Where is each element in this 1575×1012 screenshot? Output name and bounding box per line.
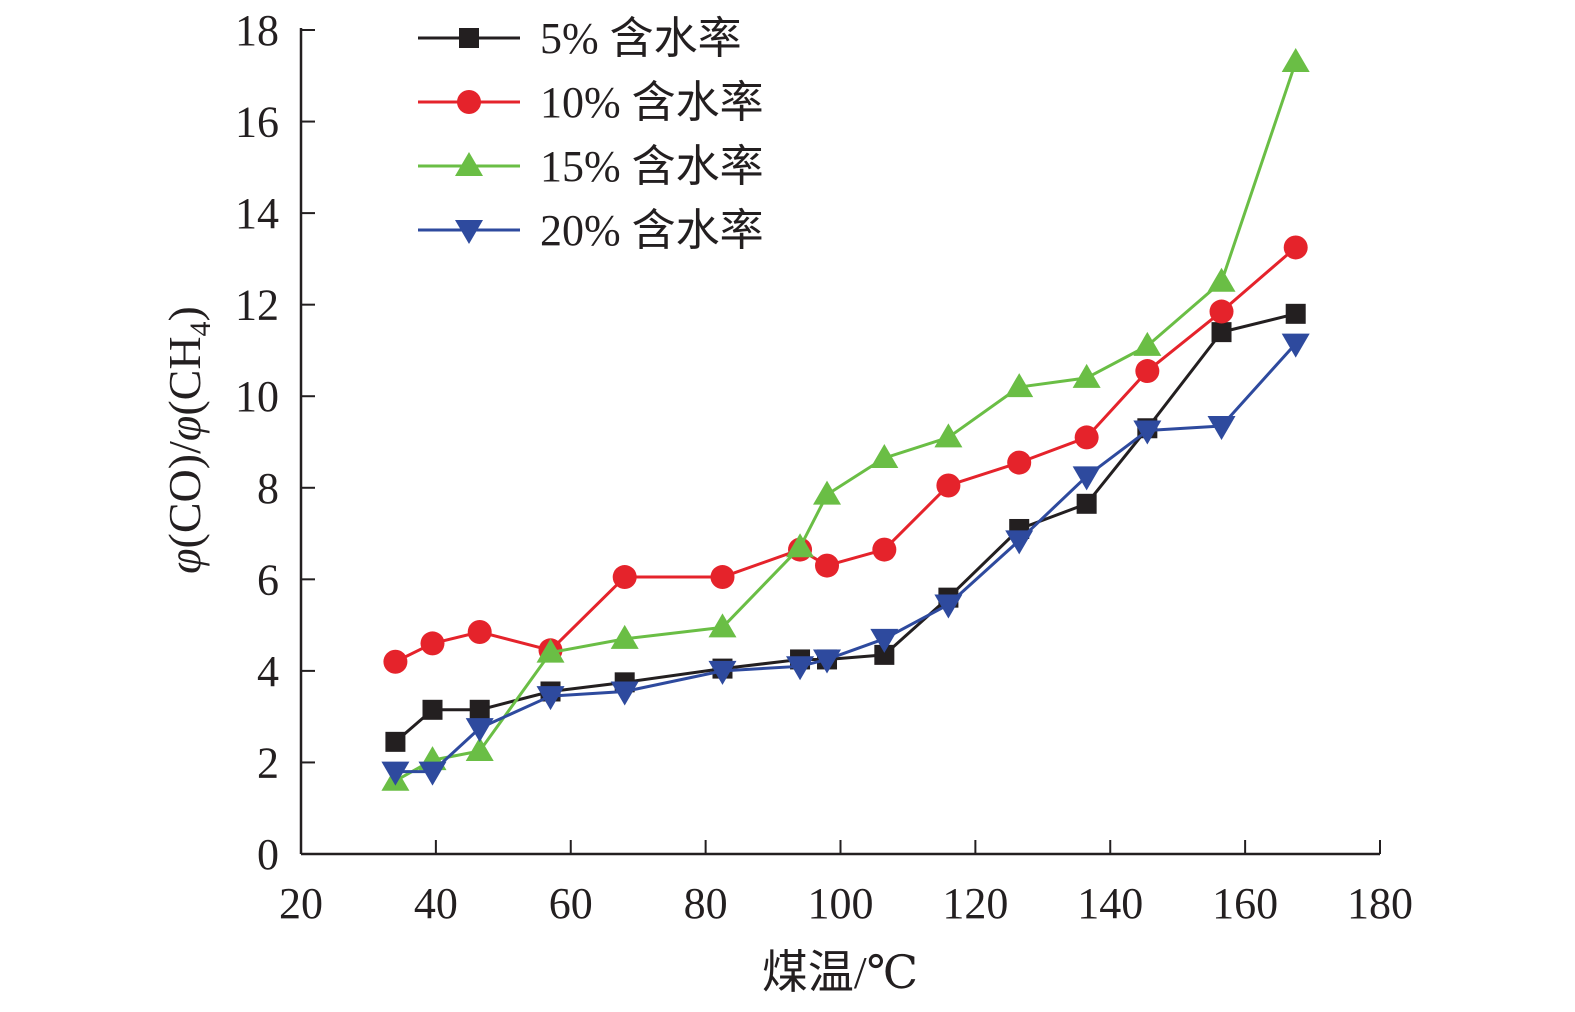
y-tick-label: 0 — [257, 830, 279, 879]
y-tick-label: 12 — [235, 281, 279, 330]
x-tick-label: 20 — [279, 879, 323, 928]
y-tick-label: 2 — [257, 738, 279, 787]
data-point — [612, 565, 637, 590]
data-point — [610, 681, 639, 706]
data-point — [381, 761, 410, 786]
data-point — [1207, 415, 1236, 440]
data-point — [536, 638, 565, 663]
legend-marker — [455, 220, 483, 244]
plot-area — [381, 48, 1310, 791]
data-point — [1281, 333, 1310, 358]
x-tick-label: 100 — [808, 879, 874, 928]
y-tick-label: 10 — [235, 372, 279, 421]
data-point — [610, 624, 639, 649]
data-point — [815, 553, 840, 578]
series-1 — [385, 303, 1306, 752]
data-point — [1211, 322, 1232, 343]
y-axis-title-subscript: 4 — [184, 321, 217, 336]
x-tick-label: 60 — [549, 879, 593, 928]
data-point — [786, 533, 815, 558]
legend-item-4: 20% 含水率 — [418, 206, 764, 255]
data-point — [1209, 299, 1234, 324]
data-point — [1072, 466, 1101, 491]
data-point — [813, 480, 842, 505]
data-point — [467, 619, 492, 644]
data-point — [418, 761, 447, 786]
x-tick-label: 80 — [684, 879, 728, 928]
legend-item-2: 10% 含水率 — [418, 78, 764, 127]
y-tick-label: 14 — [235, 189, 279, 238]
y-axis-title-phi-2: φ — [159, 416, 210, 441]
data-point — [870, 444, 899, 469]
data-point — [385, 731, 406, 752]
data-point — [1207, 267, 1236, 292]
data-point — [1135, 359, 1160, 384]
y-tick-label: 18 — [235, 6, 279, 55]
legend-label: 10% 含水率 — [540, 78, 764, 127]
data-point — [1281, 48, 1310, 73]
series-line — [394, 312, 1297, 743]
legend-marker — [457, 90, 481, 114]
y-axis-title-part-1: (CO)/ — [159, 441, 210, 549]
legend-label: 5% 含水率 — [540, 14, 742, 63]
data-point — [1074, 425, 1099, 450]
legend-marker — [455, 152, 483, 176]
data-point — [708, 660, 737, 685]
x-tick-label: 180 — [1347, 879, 1413, 928]
x-tick-label: 40 — [414, 879, 458, 928]
x-tick-label: 140 — [1077, 879, 1143, 928]
data-point — [1072, 363, 1101, 388]
series-line — [394, 246, 1297, 664]
data-point — [786, 656, 815, 681]
data-point — [1285, 303, 1306, 324]
data-point — [1005, 530, 1034, 555]
series-2 — [383, 235, 1308, 674]
legend-label: 15% 含水率 — [540, 142, 764, 191]
data-point — [936, 473, 961, 498]
legend: 5% 含水率 10% 含水率 15% 含水率 20% 含水率 — [418, 14, 764, 255]
y-tick-label: 8 — [257, 464, 279, 513]
data-point — [813, 649, 842, 674]
y-axis-title: φ(CO)/φ(CH4) — [159, 306, 217, 574]
data-point — [1133, 420, 1162, 445]
data-point — [1007, 450, 1032, 475]
data-point — [420, 631, 445, 656]
series-3 — [381, 48, 1310, 791]
data-point — [469, 699, 490, 720]
series-4 — [381, 333, 1310, 786]
data-point — [465, 737, 494, 761]
legend-label: 20% 含水率 — [540, 206, 764, 255]
y-axis-title-part-3: ) — [159, 306, 210, 321]
x-tick-label: 160 — [1212, 879, 1278, 928]
y-axis-title-phi-1: φ — [159, 548, 210, 573]
axes: 20 40 60 80 100 120 140 160 180 0 2 4 6 8 10 12 14 16 18 — [235, 6, 1413, 928]
data-point — [708, 613, 737, 638]
y-tick-label: 4 — [257, 647, 279, 696]
data-point — [1283, 235, 1308, 260]
legend-item-1: 5% 含水率 — [418, 14, 742, 63]
x-axis-title: 煤温/℃ — [762, 947, 918, 998]
data-point — [1133, 331, 1162, 356]
data-point — [1005, 373, 1034, 398]
data-point — [1076, 493, 1097, 514]
y-tick-label: 16 — [235, 98, 279, 147]
data-point — [872, 537, 897, 562]
data-point — [874, 644, 895, 665]
legend-item-3: 15% 含水率 — [418, 142, 764, 191]
data-point — [934, 594, 963, 619]
x-tick-label: 120 — [942, 879, 1008, 928]
data-point — [422, 699, 443, 720]
data-point — [934, 423, 963, 448]
data-point — [710, 565, 735, 590]
data-point — [383, 649, 408, 674]
data-point — [465, 718, 494, 743]
series-line — [395, 342, 1297, 774]
data-point — [536, 686, 565, 711]
y-axis-title-part-2: (CH — [159, 336, 210, 415]
y-tick-label: 6 — [257, 555, 279, 604]
legend-marker — [459, 28, 479, 48]
data-point — [870, 628, 899, 653]
